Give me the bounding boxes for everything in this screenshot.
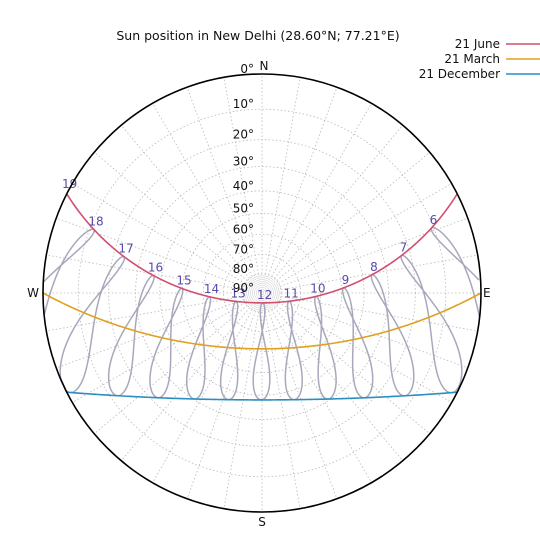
azimuth-spoke bbox=[271, 103, 372, 277]
legend-label: 21 June bbox=[455, 37, 500, 51]
azimuth-spoke bbox=[223, 77, 260, 275]
azimuth-spoke bbox=[72, 183, 246, 284]
analemma-hour-7 bbox=[400, 254, 463, 394]
azimuth-spoke bbox=[278, 302, 452, 403]
analemma-hour-16 bbox=[107, 274, 155, 397]
zenith-ring bbox=[254, 285, 270, 301]
hour-label-8: 8 bbox=[370, 260, 378, 274]
analemma-hour-18 bbox=[43, 228, 96, 315]
analemma-hour-13 bbox=[219, 300, 239, 401]
hour-label-6: 6 bbox=[430, 213, 438, 227]
azimuth-spoke bbox=[280, 295, 478, 332]
chart-title: Sun position in New Delhi (28.60°N; 77.2… bbox=[116, 28, 399, 43]
series-line-21-march bbox=[42, 292, 482, 350]
altitude-ring bbox=[202, 233, 322, 353]
azimuth-spoke bbox=[120, 124, 250, 279]
altitude-label-60: 60° bbox=[233, 222, 254, 236]
altitude-label-0: 0° bbox=[240, 62, 254, 76]
altitude-label-10: 10° bbox=[233, 97, 254, 111]
analemma-hour-6 bbox=[430, 226, 481, 317]
altitude-label-50: 50° bbox=[233, 201, 254, 215]
azimuth-spoke bbox=[268, 87, 338, 276]
hour-label-17: 17 bbox=[118, 242, 133, 256]
hour-label-13: 13 bbox=[231, 286, 246, 300]
hour-label-7: 7 bbox=[400, 241, 408, 255]
azimuth-spoke bbox=[56, 299, 245, 369]
altitude-label-20: 20° bbox=[233, 128, 254, 142]
azimuth-spoke bbox=[93, 151, 248, 281]
series-line-21-june bbox=[66, 193, 458, 304]
azimuth-spoke bbox=[56, 217, 245, 287]
altitude-label-90: 90° bbox=[233, 281, 254, 295]
direction-label-west: W bbox=[27, 286, 39, 300]
azimuth-spoke bbox=[279, 299, 468, 369]
azimuth-spoke bbox=[223, 311, 260, 509]
series-group bbox=[42, 193, 482, 401]
hour-label-10: 10 bbox=[310, 281, 325, 295]
azimuth-spoke bbox=[276, 151, 431, 281]
altitude-label-40: 40° bbox=[233, 179, 254, 193]
azimuth-spoke bbox=[280, 254, 478, 291]
hour-label-18: 18 bbox=[88, 215, 103, 229]
horizon-circle bbox=[42, 73, 482, 513]
altitude-ring bbox=[135, 166, 389, 420]
zenith-ring bbox=[246, 277, 278, 309]
azimuth-spoke bbox=[186, 310, 256, 499]
azimuth-spoke bbox=[152, 103, 253, 277]
azimuth-spoke bbox=[46, 254, 244, 291]
azimuth-spoke bbox=[271, 309, 372, 483]
direction-label-south: S bbox=[258, 515, 266, 529]
zenith-ring bbox=[256, 287, 268, 299]
direction-label-east: E bbox=[483, 286, 491, 300]
altitude-label-80: 80° bbox=[233, 262, 254, 276]
zenith-ring bbox=[259, 290, 265, 296]
altitude-labels: 0° 10° 20° 30° 40° 50° 60° 70° 80° 90° bbox=[233, 62, 254, 295]
azimuth-spoke bbox=[274, 307, 404, 462]
hour-label-12: 12 bbox=[257, 288, 272, 302]
altitude-ring bbox=[159, 190, 365, 396]
analemma-hour-9 bbox=[341, 287, 374, 399]
hour-label-11: 11 bbox=[283, 286, 298, 300]
direction-label-north: N bbox=[260, 59, 269, 73]
azimuth-spoke bbox=[72, 302, 246, 403]
hour-label-9: 9 bbox=[342, 273, 350, 287]
analemma-group bbox=[43, 226, 481, 401]
analemma-hour-8 bbox=[370, 273, 415, 397]
series-line-21-december bbox=[66, 391, 458, 401]
zenith-ring bbox=[248, 279, 276, 307]
hour-label-15: 15 bbox=[176, 273, 191, 287]
analemma-hour-14 bbox=[185, 296, 212, 400]
azimuth-spoke bbox=[274, 124, 404, 279]
altitude-label-30: 30° bbox=[233, 155, 254, 169]
legend-label: 21 March bbox=[444, 52, 500, 66]
analemma-hour-15 bbox=[149, 287, 184, 399]
zenith-ring bbox=[244, 275, 280, 311]
azimuth-spoke bbox=[152, 309, 253, 483]
altitude-ring bbox=[77, 108, 447, 478]
legend-label: 21 December bbox=[419, 67, 500, 81]
azimuth-spoke bbox=[186, 87, 256, 276]
hour-label-14: 14 bbox=[204, 282, 219, 296]
azimuth-spoke bbox=[264, 311, 301, 509]
hour-label-16: 16 bbox=[148, 261, 163, 275]
azimuth-spoke bbox=[278, 183, 452, 284]
altitude-label-70: 70° bbox=[233, 242, 254, 256]
zenith-ring bbox=[257, 288, 267, 298]
azimuth-spoke bbox=[268, 310, 338, 499]
analemma-hour-11 bbox=[284, 300, 303, 401]
azimuth-spoke bbox=[264, 77, 301, 275]
azimuth-spoke bbox=[120, 307, 250, 462]
polar-grid bbox=[43, 74, 481, 512]
analemma-hour-10 bbox=[314, 295, 337, 400]
